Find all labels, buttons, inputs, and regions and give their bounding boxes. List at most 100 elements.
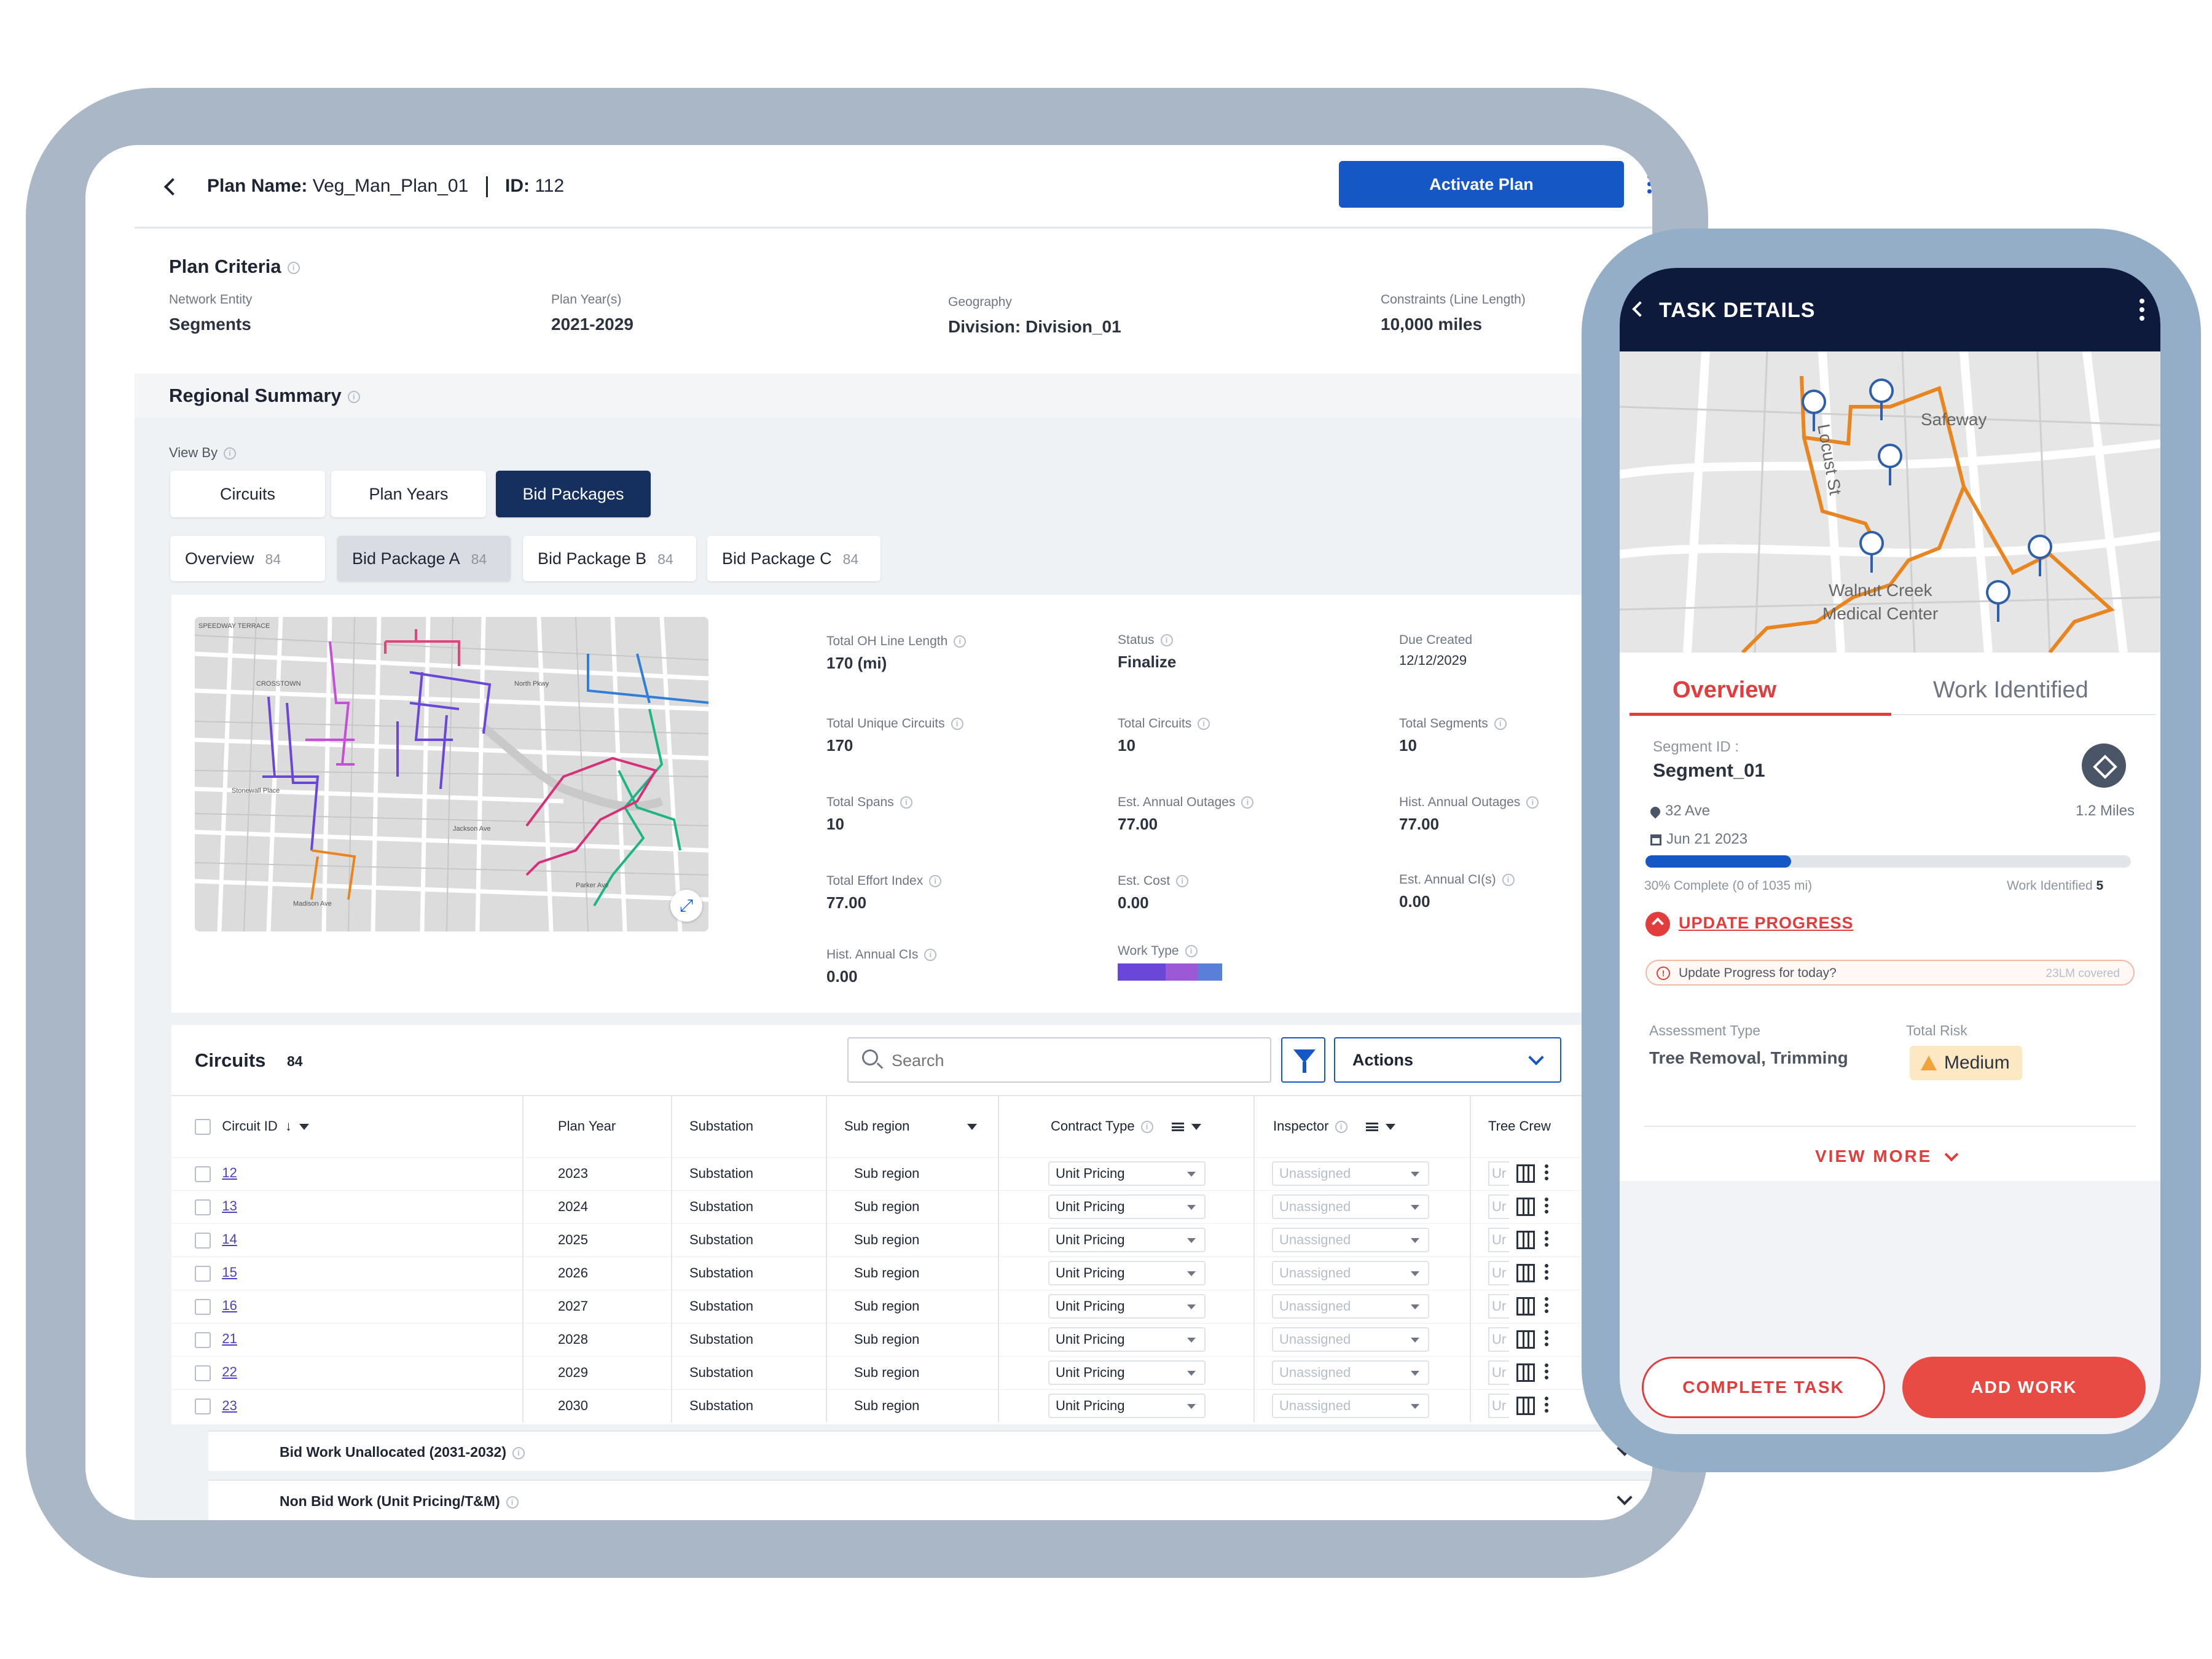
view-more-button[interactable]: VIEW MORE [1815, 1147, 1959, 1166]
tree-crew-select[interactable]: Ur [1488, 1194, 1509, 1219]
regional-summary-bar[interactable]: Regional Summary i [135, 374, 1652, 418]
tree-crew-select[interactable]: Ur [1488, 1161, 1509, 1186]
inspector-select[interactable]: Unassigned [1272, 1294, 1429, 1319]
inspector-select[interactable]: Unassigned [1272, 1228, 1429, 1252]
tree-crew-select[interactable]: Ur [1488, 1360, 1509, 1385]
circuit-id-link[interactable]: 23 [222, 1397, 237, 1413]
complete-task-button[interactable]: COMPLETE TASK [1642, 1357, 1885, 1418]
inspector-select[interactable]: Unassigned [1272, 1161, 1429, 1186]
table-row[interactable]: 21 2028 Substation Sub region Unit Pricing Un… [171, 1322, 1652, 1356]
task-map[interactable]: Locust St Safeway Walnut Creek Medical C… [1620, 351, 2160, 653]
more-options-icon[interactable] [1545, 1363, 1549, 1382]
column-substation[interactable]: Substation [672, 1095, 827, 1157]
circuit-id-link[interactable]: 15 [222, 1265, 237, 1281]
info-icon[interactable]: i [1185, 945, 1198, 958]
info-icon[interactable]: i [347, 390, 360, 403]
more-options-icon[interactable] [1545, 1397, 1549, 1415]
view-plan-years-button[interactable]: Plan Years [331, 471, 486, 517]
filter-icon[interactable] [1385, 1124, 1395, 1131]
map-icon[interactable] [1516, 1297, 1535, 1316]
filter-icon[interactable] [967, 1124, 978, 1131]
add-work-button[interactable]: ADD WORK [1902, 1357, 2146, 1418]
view-bid-packages-button[interactable]: Bid Packages [496, 471, 651, 517]
table-row[interactable]: 22 2029 Substation Sub region Unit Pricing Un… [171, 1355, 1652, 1389]
more-options-icon[interactable] [2139, 299, 2144, 324]
tab-bid-package-b[interactable]: Bid Package B 84 [523, 536, 696, 581]
inspector-select[interactable]: Unassigned [1272, 1360, 1429, 1385]
info-icon[interactable]: i [900, 796, 912, 809]
row-checkbox[interactable] [195, 1265, 211, 1282]
column-circuit-id[interactable]: Circuit ID ↓ [171, 1095, 524, 1157]
table-row[interactable]: 16 2027 Substation Sub region Unit Pricing Un… [171, 1289, 1652, 1323]
more-options-icon[interactable] [1545, 1264, 1549, 1282]
update-progress-prompt[interactable]: ! Update Progress for today? 23LM covere… [1645, 960, 2135, 986]
inspector-select[interactable]: Unassigned [1272, 1261, 1429, 1285]
bid-package-map[interactable]: SPEEDWAY TERRACE CROSSTOWN Stonewall Pla… [195, 617, 708, 931]
circuit-id-link[interactable]: 14 [222, 1231, 237, 1247]
tab-overview[interactable]: Overview [1673, 677, 1776, 703]
contract-type-select[interactable]: Unit Pricing [1048, 1228, 1206, 1252]
columns-icon[interactable] [1171, 1123, 1184, 1132]
row-checkbox[interactable] [195, 1199, 211, 1215]
circuit-id-link[interactable]: 21 [222, 1331, 237, 1347]
table-row[interactable]: 15 2026 Substation Sub region Unit Pricing Un… [171, 1256, 1652, 1290]
circuit-id-link[interactable]: 12 [222, 1165, 237, 1181]
tree-crew-select[interactable]: Ur [1488, 1261, 1509, 1285]
back-icon[interactable] [163, 178, 182, 196]
view-circuits-button[interactable]: Circuits [170, 471, 325, 517]
tree-crew-select[interactable]: Ur [1488, 1394, 1509, 1419]
info-icon[interactable]: i [1494, 718, 1507, 731]
back-icon[interactable] [1632, 301, 1648, 317]
info-icon[interactable]: i [1241, 796, 1254, 809]
actions-dropdown[interactable]: Actions [1334, 1037, 1561, 1083]
accordion-non-bid-work[interactable]: Non Bid Work (Unit Pricing/T&M) i [208, 1480, 1652, 1520]
inspector-select[interactable]: Unassigned [1272, 1327, 1429, 1352]
update-progress-link[interactable]: UPDATE PROGRESS [1645, 912, 1854, 936]
column-plan-year[interactable]: Plan Year [523, 1095, 672, 1157]
search-field[interactable] [847, 1037, 1271, 1083]
map-icon[interactable] [1516, 1198, 1535, 1216]
info-icon[interactable]: i [1176, 875, 1189, 888]
tab-overview[interactable]: Overview 84 [170, 536, 325, 581]
more-options-icon[interactable] [1545, 1231, 1549, 1249]
filter-icon[interactable] [1191, 1124, 1201, 1131]
info-icon[interactable]: i [929, 875, 942, 888]
tree-crew-select[interactable]: Ur [1488, 1294, 1509, 1319]
info-icon[interactable]: i [951, 718, 963, 731]
map-icon[interactable] [1516, 1330, 1535, 1349]
tab-bid-package-c[interactable]: Bid Package C 84 [707, 536, 880, 581]
row-checkbox[interactable] [195, 1232, 211, 1249]
filter-icon[interactable] [299, 1123, 310, 1130]
row-checkbox[interactable] [195, 1398, 211, 1414]
info-icon[interactable]: i [512, 1446, 525, 1459]
more-options-icon[interactable] [1545, 1297, 1549, 1316]
search-input[interactable] [892, 1048, 1260, 1073]
tree-crew-select[interactable]: Ur [1488, 1327, 1509, 1352]
info-icon[interactable]: i [1160, 634, 1173, 647]
row-checkbox[interactable] [195, 1166, 211, 1182]
info-icon[interactable]: i [1335, 1121, 1347, 1134]
row-checkbox[interactable] [195, 1365, 211, 1381]
more-options-icon[interactable] [1545, 1164, 1549, 1183]
map-icon[interactable] [1516, 1363, 1535, 1382]
tab-bid-package-a[interactable]: Bid Package A 84 [337, 536, 511, 581]
contract-type-select[interactable]: Unit Pricing [1048, 1161, 1206, 1186]
table-row[interactable]: 14 2025 Substation Sub region Unit Pricing Un… [171, 1223, 1652, 1257]
contract-type-select[interactable]: Unit Pricing [1048, 1394, 1206, 1419]
info-icon[interactable]: i [924, 949, 937, 962]
more-options-icon[interactable] [1647, 175, 1652, 195]
more-options-icon[interactable] [1545, 1198, 1549, 1216]
circuit-id-link[interactable]: 13 [222, 1198, 237, 1214]
table-row[interactable]: 13 2024 Substation Sub region Unit Pricing Un… [171, 1190, 1652, 1223]
column-inspector[interactable]: Inspector i [1254, 1095, 1471, 1157]
accordion-bid-work-unallocated[interactable]: Bid Work Unallocated (2031-2032) i [208, 1430, 1652, 1471]
contract-type-select[interactable]: Unit Pricing [1048, 1327, 1206, 1352]
info-icon[interactable]: i [287, 261, 300, 274]
row-checkbox[interactable] [195, 1332, 211, 1348]
circuit-id-link[interactable]: 16 [222, 1298, 237, 1314]
select-all-checkbox[interactable] [195, 1118, 211, 1135]
info-icon[interactable]: i [1140, 1121, 1153, 1134]
map-icon[interactable] [1516, 1164, 1535, 1183]
column-sub-region[interactable]: Sub region [826, 1095, 999, 1157]
activate-plan-button[interactable]: Activate Plan [1339, 161, 1624, 208]
